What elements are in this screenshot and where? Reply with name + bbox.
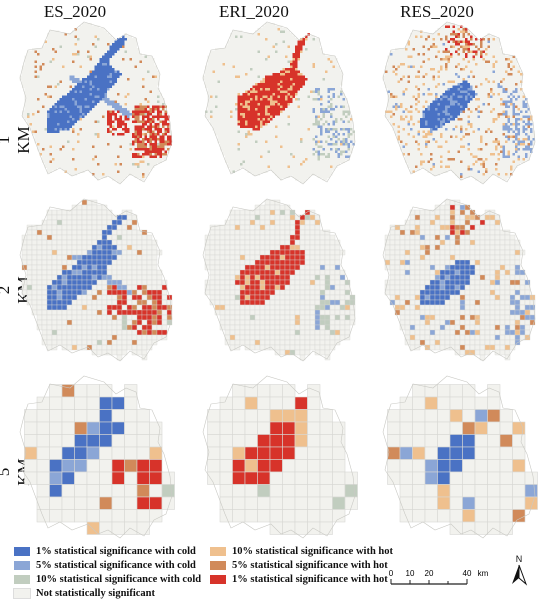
- scale-tick-label: 10: [406, 569, 415, 578]
- legend-label: 10% statistical significance with cold: [36, 574, 202, 585]
- study-area-outline: [202, 21, 356, 185]
- legend-label: 5% statistical significance with hot: [232, 560, 388, 571]
- legend-label: 1% statistical significance with hot: [232, 574, 388, 585]
- legend-swatch: [210, 547, 226, 557]
- scale-tick-label: 20: [425, 569, 434, 578]
- study-area-outline: [382, 198, 536, 362]
- scale-bar: 0 10 20 40 km: [389, 569, 489, 585]
- legend-label: 1% statistical significance with cold: [36, 546, 196, 557]
- column-title-eri: ERI_2020: [219, 2, 289, 21]
- map-eri-2km: [195, 195, 365, 365]
- legend-swatch: [13, 588, 31, 600]
- legend-label: 5% statistical significance with cold: [36, 560, 196, 571]
- map-es-5km: [12, 372, 182, 542]
- map-res-2km: [375, 195, 545, 365]
- study-area-outline: [202, 198, 356, 362]
- legend-swatch: [14, 547, 30, 557]
- legend-label: 10% statistical significance with hot: [232, 546, 393, 557]
- map-eri-1km: [195, 18, 365, 188]
- study-area-outline: [19, 375, 173, 539]
- legend-item: Not statistically significant: [13, 587, 201, 601]
- legend-swatch: [14, 575, 30, 585]
- study-area-outline: [382, 21, 536, 185]
- north-arrow-icon: [512, 564, 528, 586]
- legend-item: 5% statistical significance with hot: [210, 559, 393, 573]
- map-res-5km: [375, 372, 545, 542]
- column-title-res: RES_2020: [400, 2, 474, 21]
- study-area-outline: [19, 21, 173, 185]
- study-area-outline: [19, 198, 173, 362]
- study-area-outline: [202, 375, 356, 539]
- map-eri-5km: [195, 372, 365, 542]
- legend-item: 5% statistical significance with cold: [14, 559, 201, 573]
- legend-item: 1% statistical significance with hot: [210, 573, 393, 587]
- map-es-2km: [12, 195, 182, 365]
- legend-swatch: [14, 561, 30, 571]
- column-title-es: ES_2020: [43, 2, 107, 21]
- legend-right: 10% statistical significance with hot 5%…: [210, 545, 393, 587]
- north-label: N: [515, 554, 523, 564]
- legend-label: Not statistically significant: [36, 588, 155, 599]
- legend-swatch: [210, 561, 226, 571]
- legend-item: 10% statistical significance with cold: [14, 573, 201, 587]
- legend-left: 1% statistical significance with cold 5%…: [13, 545, 201, 601]
- study-area-outline: [382, 375, 536, 539]
- legend-swatch: [210, 575, 226, 585]
- scale-tick-label: 0: [389, 569, 394, 578]
- legend-item: 10% statistical significance with hot: [210, 545, 393, 559]
- map-res-1km: [375, 18, 545, 188]
- legend-item: 1% statistical significance with cold: [14, 545, 201, 559]
- map-es-1km: [12, 18, 182, 188]
- scale-tick-label: 40: [463, 569, 472, 578]
- north-arrow: N: [509, 554, 529, 588]
- scale-unit-label: km: [478, 569, 489, 578]
